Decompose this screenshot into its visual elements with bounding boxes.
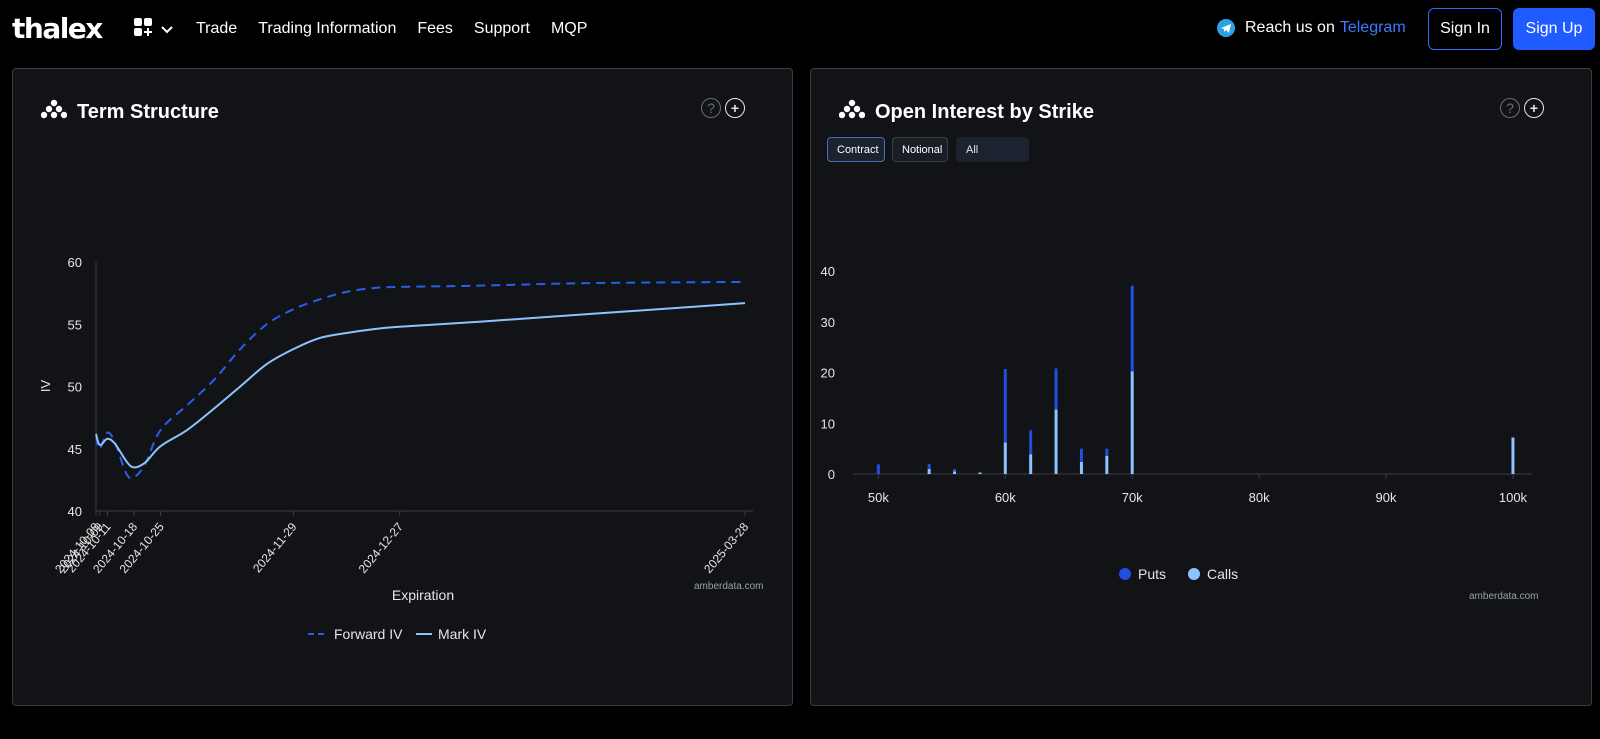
- amberdata-logo-icon: [838, 99, 866, 125]
- y-tick-label: 40: [68, 504, 82, 519]
- x-tick-label: 2024-11-29: [250, 520, 300, 576]
- help-icon[interactable]: ?: [701, 98, 721, 118]
- thalex-logo[interactable]: thalex: [12, 12, 103, 45]
- legend-mark-label: Mark IV: [438, 626, 487, 642]
- y-tick-label: 50: [68, 380, 82, 395]
- legend-calls-label: Calls: [1207, 566, 1238, 582]
- contract-filter-button[interactable]: Contract: [827, 137, 885, 162]
- mark-iv-line: [95, 302, 746, 469]
- calls-bar: [1029, 454, 1033, 474]
- puts-bar: [1003, 368, 1007, 443]
- open-interest-chart: 0 10 20 30 40 50k 60k 70k 80k 90k 100k Puts Calls: [821, 264, 1532, 582]
- x-tick-label: 70k: [1122, 490, 1143, 505]
- x-tick-label: 80k: [1249, 490, 1270, 505]
- y-tick-label: 60: [68, 255, 82, 270]
- calls-bar: [927, 468, 931, 474]
- telegram-icon: [1217, 19, 1235, 37]
- nav-trading-information[interactable]: Trading Information: [258, 20, 397, 37]
- x-tick-label: 100k: [1499, 490, 1528, 505]
- forward-iv-line: [95, 280, 746, 480]
- term-structure-chart: 40455055602024-10-082024-10-092024-10-11…: [38, 255, 753, 642]
- calls-bar: [953, 471, 957, 474]
- oi-credit[interactable]: amberdata.com: [1469, 591, 1539, 602]
- telegram-contact[interactable]: Reach us on Telegram: [1217, 19, 1406, 37]
- calls-bar: [1105, 455, 1109, 474]
- nav-mqp[interactable]: MQP: [550, 20, 588, 37]
- telegram-link[interactable]: Telegram: [1339, 19, 1406, 36]
- calls-bar: [1054, 409, 1058, 474]
- plus-circle-icon[interactable]: +: [725, 98, 745, 118]
- calls-bar: [1511, 437, 1515, 474]
- legend-puts-label: Puts: [1138, 566, 1166, 582]
- nav-fees[interactable]: Fees: [417, 20, 453, 37]
- sign-in-button[interactable]: Sign In: [1428, 8, 1502, 50]
- calls-bar: [1079, 461, 1083, 474]
- y-tick-label: 30: [821, 315, 835, 330]
- puts-bar: [1054, 368, 1058, 410]
- puts-bar: [927, 463, 931, 469]
- x-tick-label: 90k: [1376, 490, 1397, 505]
- calls-bar: [978, 472, 982, 474]
- nav-support[interactable]: Support: [473, 20, 530, 37]
- x-tick-label: 2024-12-27: [356, 520, 406, 576]
- calls-bar: [1130, 371, 1134, 474]
- x-tick-label: 50k: [868, 490, 889, 505]
- term-legend: Forward IV Mark IV: [308, 626, 487, 642]
- y-axis-label: IV: [38, 380, 53, 393]
- sign-up-button[interactable]: Sign Up: [1513, 8, 1595, 50]
- puts-bar: [1105, 448, 1109, 456]
- main-menu: Trade Trading Information Fees Support M…: [196, 0, 587, 58]
- term-panel-actions: ? +: [701, 98, 745, 118]
- x-axis-label: Expiration: [392, 587, 454, 603]
- puts-bar: [1029, 430, 1033, 455]
- puts-bar: [1130, 285, 1134, 372]
- puts-bar: [953, 468, 957, 472]
- amberdata-logo-icon: [40, 99, 68, 125]
- y-tick-label: 10: [821, 416, 835, 431]
- term-credit[interactable]: amberdata.com: [694, 581, 764, 592]
- x-tick-label: 2025-03-28: [701, 520, 751, 576]
- plus-circle-icon[interactable]: +: [1524, 98, 1544, 118]
- y-tick-label: 45: [68, 442, 82, 457]
- x-tick-label: 60k: [995, 490, 1016, 505]
- y-tick-label: 0: [828, 467, 835, 482]
- chevron-down-icon: [160, 22, 174, 40]
- y-tick-label: 20: [821, 366, 835, 381]
- notional-filter-button[interactable]: Notional: [892, 137, 948, 162]
- oi-panel-actions: ? +: [1500, 98, 1544, 118]
- all-expiries-select[interactable]: All: [956, 137, 1029, 162]
- legend-calls-swatch: [1188, 568, 1200, 580]
- y-tick-label: 40: [821, 264, 835, 279]
- apps-menu-button[interactable]: [134, 18, 174, 43]
- legend-puts-swatch: [1119, 568, 1131, 580]
- open-interest-title: Open Interest by Strike: [875, 100, 1094, 123]
- nav-trade[interactable]: Trade: [196, 20, 238, 37]
- term-structure-title: Term Structure: [77, 100, 219, 123]
- puts-bar: [876, 464, 880, 474]
- puts-bar: [1079, 448, 1083, 462]
- oi-legend: Puts Calls: [1119, 566, 1238, 582]
- open-interest-panel: Open Interest by Strike ? + Contract Not…: [810, 68, 1592, 706]
- y-tick-label: 55: [68, 317, 82, 332]
- legend-forward-label: Forward IV: [334, 626, 403, 642]
- term-structure-header: Term Structure: [40, 99, 219, 125]
- calls-bar: [1003, 442, 1007, 474]
- apps-grid-icon: [134, 18, 156, 43]
- top-navbar: thalex Trade Trading Information Fees Su…: [0, 0, 1600, 60]
- term-structure-panel: Term Structure ? + 40 45 50 55 60 2024-10-08 2…: [12, 68, 793, 706]
- reach-us-text: Reach us on: [1245, 19, 1335, 36]
- help-icon[interactable]: ?: [1500, 98, 1520, 118]
- open-interest-header: Open Interest by Strike: [838, 99, 1094, 125]
